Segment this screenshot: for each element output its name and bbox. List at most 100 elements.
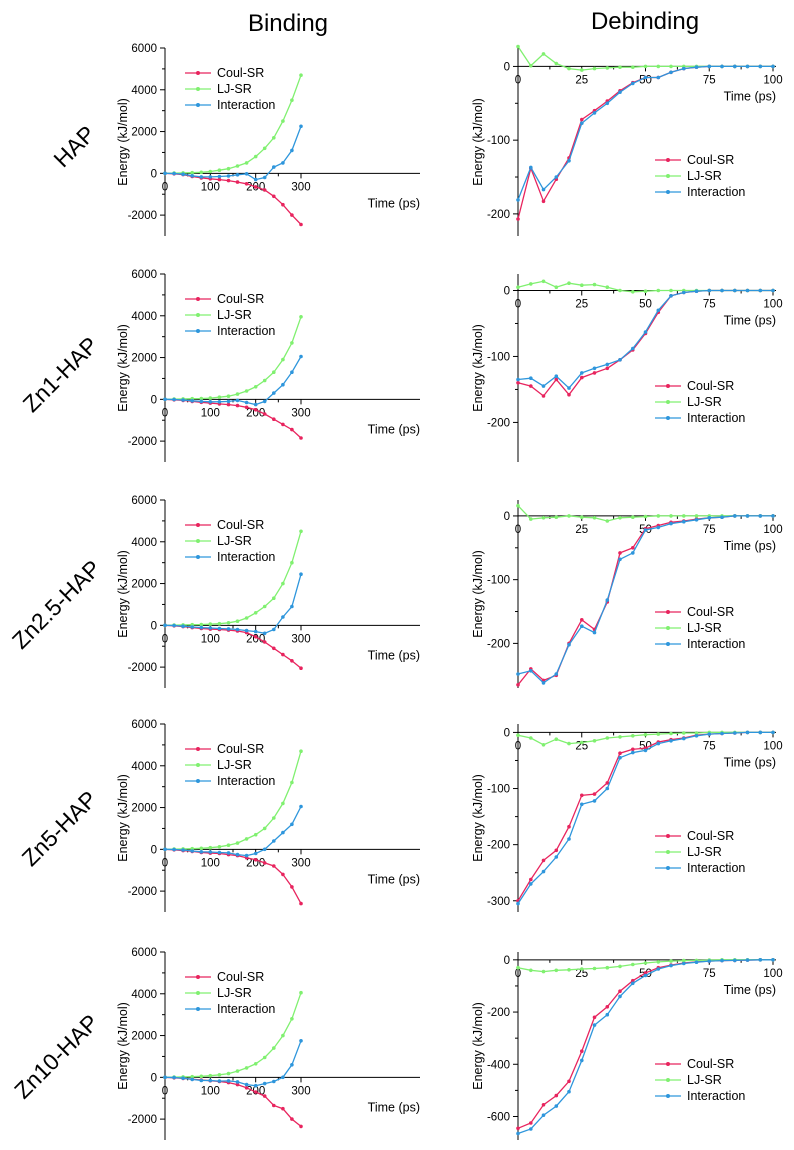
panel-2-binding-series-coul-sr-point xyxy=(281,422,285,427)
panel-2-debinding-legend-interaction-label: Interaction xyxy=(687,411,745,425)
panel-1-binding-series-interaction-point xyxy=(199,175,204,179)
panel-1-debinding-series-lj-sr-point xyxy=(656,64,661,69)
panel-5-debinding-legend-interaction-marker xyxy=(666,1094,670,1098)
panel-2-debinding-series-interaction-point xyxy=(567,386,571,390)
panel-4-binding-series-interaction-point xyxy=(190,849,194,853)
panel-3-binding-series-interaction-point xyxy=(244,628,249,633)
panel-4-binding-legend-coul-sr-marker xyxy=(196,747,200,751)
panel-3-debinding-series-coul-sr-point xyxy=(580,618,584,622)
panel-4-debinding-series-interaction-point xyxy=(745,730,750,735)
panel-3-debinding-series-lj-sr-point xyxy=(580,515,584,519)
panel-1-debinding-series-interaction-point xyxy=(567,159,571,163)
panel-3-debinding-series-interaction-point xyxy=(643,528,648,532)
panel-1-binding-x-tick-label: 300 xyxy=(291,181,310,193)
panel-2-debinding-series-lj-sr-point xyxy=(516,285,520,290)
panel-4-debinding-series-coul-sr-point xyxy=(592,792,597,796)
panel-5-debinding-series-lj-sr-point xyxy=(580,967,584,971)
panel-3-binding-legend-coul-sr-label: Coul-SR xyxy=(217,518,264,532)
panel-1-debinding-series-interaction-point xyxy=(733,64,737,69)
panel-1-binding-y-tick-label: 4000 xyxy=(131,85,157,97)
panel-4-binding-series-interaction-point xyxy=(163,847,167,852)
panel-3-binding-series-lj-sr-point xyxy=(281,581,285,586)
panel-5-debinding-series-coul-sr-point xyxy=(516,1126,520,1131)
panel-4-binding-x-tick-label: 100 xyxy=(201,857,220,869)
panel-1-binding-series-interaction-point xyxy=(163,171,167,176)
panel-5-debinding-series-lj-sr-point xyxy=(631,962,635,967)
panel-1-binding-series-lj-sr-point xyxy=(235,164,240,168)
panel-1-binding-series-interaction-point xyxy=(235,173,240,177)
panel-1-binding-series-coul-sr-point xyxy=(217,177,222,182)
panel-3-debinding-series-lj-sr-point xyxy=(541,516,546,520)
panel-4-debinding-series-lj-sr-point xyxy=(516,733,520,737)
panel-4-debinding-series-interaction-point xyxy=(618,755,622,760)
panel-3-debinding-series-lj-sr-point xyxy=(554,515,559,519)
panel-4-binding-series-interaction-point xyxy=(281,830,285,835)
panel-4-debinding-legend-coul-sr-label: Coul-SR xyxy=(687,829,734,843)
panel-4-debinding-series-interaction-point xyxy=(554,855,559,859)
panel-1-debinding-series-interaction-point xyxy=(656,75,661,80)
panel-3-binding-series-interaction-line xyxy=(164,574,302,634)
panel-5-debinding-series-lj-sr-point xyxy=(643,961,648,965)
panel-3-debinding-series-interaction-point xyxy=(567,642,571,647)
panel-5-binding-series-coul-sr-point xyxy=(235,1082,240,1087)
panel-3-debinding-series-interaction-point xyxy=(554,672,559,676)
panel-1-binding-series-coul-sr-point xyxy=(281,202,285,207)
row-label-zn10-hap: Zn10-HAP xyxy=(9,1009,103,1103)
panel-1-binding-y-tick-label: 2000 xyxy=(131,127,157,139)
panel-1-debinding-series-interaction-point xyxy=(669,70,673,75)
panel-2-debinding-legend-lj-sr-label: LJ-SR xyxy=(687,395,722,409)
panel-3-binding-series-coul-sr-line xyxy=(164,624,302,669)
panel-5-debinding: -600-400-20000255075100Time (ps)Energy (… xyxy=(471,952,783,1140)
panel-3-binding-y-axis-label: Energy (kJ/mol) xyxy=(116,550,130,638)
panel-3-debinding-y-tick-label: -200 xyxy=(487,638,510,650)
panel-3-debinding-series-interaction-point xyxy=(707,516,712,520)
panel-2-debinding-series-interaction-point xyxy=(758,288,763,293)
panel-5-binding-series-coul-sr-point xyxy=(281,1106,285,1111)
panel-2-debinding-series-coul-sr-point xyxy=(580,375,584,380)
panel-4-binding-x-tick-label: 300 xyxy=(291,857,310,869)
panel-3-debinding-x-tick-label: 100 xyxy=(763,524,782,536)
panel-4-debinding-series-coul-sr-point xyxy=(541,858,546,863)
panel-1-binding-series-lj-sr-point xyxy=(244,161,249,165)
panel-3-debinding-series-interaction-point xyxy=(733,514,737,518)
panel-3-debinding-x-tick-label: 0 xyxy=(515,524,521,536)
panel-2-binding-y-tick-label: 6000 xyxy=(131,269,157,281)
panel-3-binding-legend-coul-sr-marker xyxy=(196,523,200,527)
panel-4-debinding-series-interaction-point xyxy=(516,901,520,906)
panel-3-debinding-series-lj-sr-point xyxy=(605,519,610,523)
panel-5-debinding-series-interaction-point xyxy=(643,973,648,978)
panel-4-debinding-series-lj-sr-point xyxy=(656,732,661,736)
column-title-debinding: Debinding xyxy=(591,8,699,35)
panel-4-binding-series-interaction-point xyxy=(253,851,258,856)
panel-1-binding-legend-lj-sr-marker xyxy=(196,87,200,91)
panel-5-binding-series-interaction-point xyxy=(290,1063,294,1067)
panel-3-binding-series-lj-sr-point xyxy=(217,621,222,626)
panel-5-debinding-series-interaction-point xyxy=(567,1089,571,1094)
panel-5-binding-x-tick-label: 0 xyxy=(162,1085,168,1097)
panel-3-debinding-series-lj-sr-point xyxy=(669,514,673,518)
panel-5-debinding-legend-lj-sr-marker xyxy=(666,1078,670,1082)
panel-1-debinding-series-lj-sr-point xyxy=(554,61,559,66)
panel-4-debinding-series-interaction-point xyxy=(605,786,610,791)
panel-2-binding-y-tick-label: 4000 xyxy=(131,311,157,323)
panel-3-debinding-y-axis-label: Energy (kJ/mol) xyxy=(471,550,485,638)
panel-3-debinding-series-interaction-point xyxy=(758,514,763,518)
panel-5-debinding-y-tick-label: -400 xyxy=(487,1059,510,1071)
panel-4-debinding-series-interaction-point xyxy=(567,837,571,841)
panel-2-binding-x-tick-label: 0 xyxy=(162,407,168,419)
panel-5-binding-series-interaction-point xyxy=(172,1075,176,1080)
panel-3-debinding-series-lj-sr-point xyxy=(682,514,686,518)
panel-3-binding-series-coul-sr-point xyxy=(272,646,276,651)
panel-2-binding-series-interaction-point xyxy=(235,398,240,403)
panel-3-binding-series-interaction-point xyxy=(172,623,176,628)
panel-2-binding-series-interaction-point xyxy=(290,370,294,375)
panel-5-binding-legend-interaction-marker xyxy=(196,1007,200,1011)
panel-4-binding-series-interaction-point xyxy=(226,851,231,855)
panel-3-debinding-y-tick-label: -100 xyxy=(487,575,510,587)
panel-1-debinding-series-interaction-point xyxy=(771,64,775,69)
panel-2-debinding-series-coul-sr-point xyxy=(529,384,533,388)
panel-3-binding-series-lj-sr-line xyxy=(164,531,302,626)
panel-4-debinding-y-tick-label: -200 xyxy=(487,840,510,852)
panel-3-binding-series-lj-sr-point xyxy=(226,621,231,625)
